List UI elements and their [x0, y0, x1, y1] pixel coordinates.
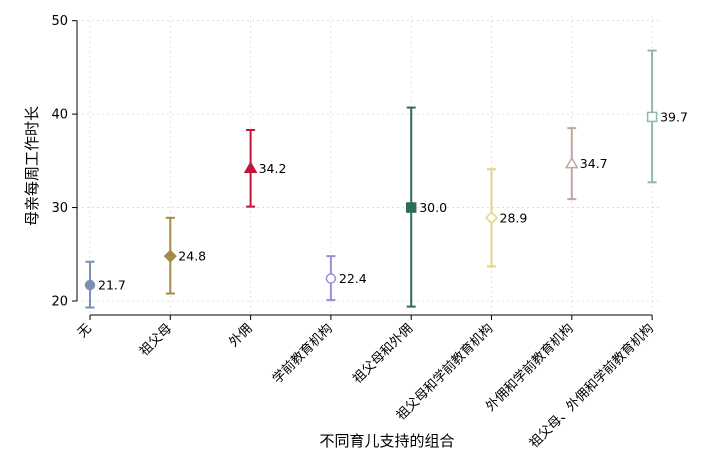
x-tick-label: 无 [75, 321, 95, 341]
data-point: 24.8 [163, 216, 206, 295]
y-tick-label: 50 [51, 14, 68, 29]
data-point: 22.4 [325, 255, 367, 302]
x-tick-label: 祖父母和外佣 [350, 321, 416, 387]
y-tick-label: 40 [51, 108, 68, 123]
data-point: 34.2 [243, 128, 287, 208]
data-point: 30.0 [405, 106, 447, 308]
data-label: 39.7 [660, 109, 688, 124]
x-tick-label: 祖父母 [137, 321, 175, 359]
x-tick-label: 学前教育机构 [269, 321, 335, 387]
y-tick-label: 20 [51, 294, 68, 309]
data-label: 24.8 [178, 249, 206, 264]
marker [325, 273, 337, 284]
marker [646, 111, 658, 123]
data-point: 39.7 [646, 49, 688, 184]
x-tick-label: 外佣和学前教育机构 [483, 321, 577, 415]
data-point: 34.7 [564, 127, 608, 201]
marker [163, 249, 177, 263]
series: 21.7 24.8 34.2 22.4 30.0 28.9 34.7 39.7 [84, 49, 688, 309]
x-tick-label: 外佣 [226, 321, 255, 350]
data-label: 21.7 [98, 278, 126, 293]
y-axis-title: 母亲每周工作时长 [23, 106, 41, 226]
data-point: 28.9 [484, 168, 528, 268]
data-label: 28.9 [500, 210, 528, 225]
marker [405, 202, 417, 213]
marker [564, 156, 579, 169]
marker [84, 279, 96, 291]
grid [77, 16, 660, 315]
marker [484, 211, 499, 225]
x-axis-title: 不同育儿支持的组合 [319, 432, 454, 450]
y-tick-label: 30 [51, 201, 68, 216]
data-label: 30.0 [419, 200, 447, 215]
data-label: 22.4 [339, 271, 367, 286]
data-point: 21.7 [84, 260, 126, 309]
marker [243, 161, 258, 174]
data-label: 34.2 [259, 161, 287, 176]
data-label: 34.7 [580, 156, 608, 171]
